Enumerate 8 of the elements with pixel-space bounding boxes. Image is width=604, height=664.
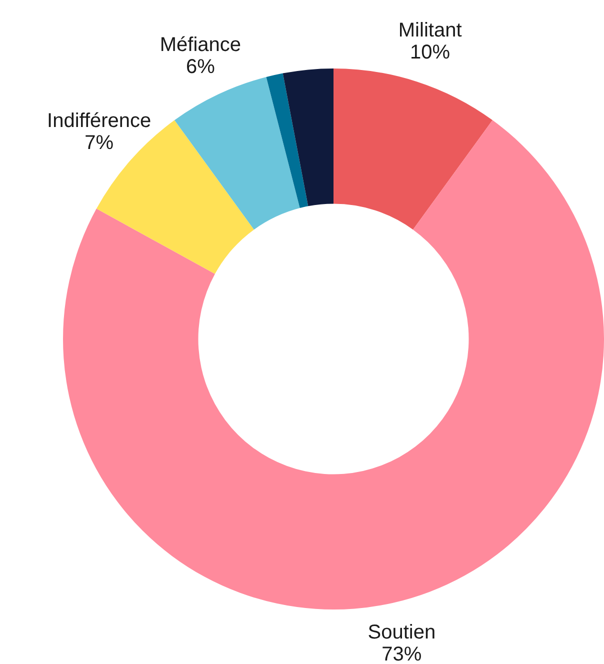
slice-label: Militant <box>398 19 462 42</box>
slice-label: Indifférence <box>47 110 152 132</box>
slice-label: Méfiance <box>160 34 242 56</box>
data-label: 10% <box>410 41 450 64</box>
data-label: 6% <box>186 56 216 78</box>
data-label: 73% <box>382 643 422 664</box>
slice-label: Soutien <box>368 621 436 644</box>
data-label: 7% <box>84 132 114 154</box>
